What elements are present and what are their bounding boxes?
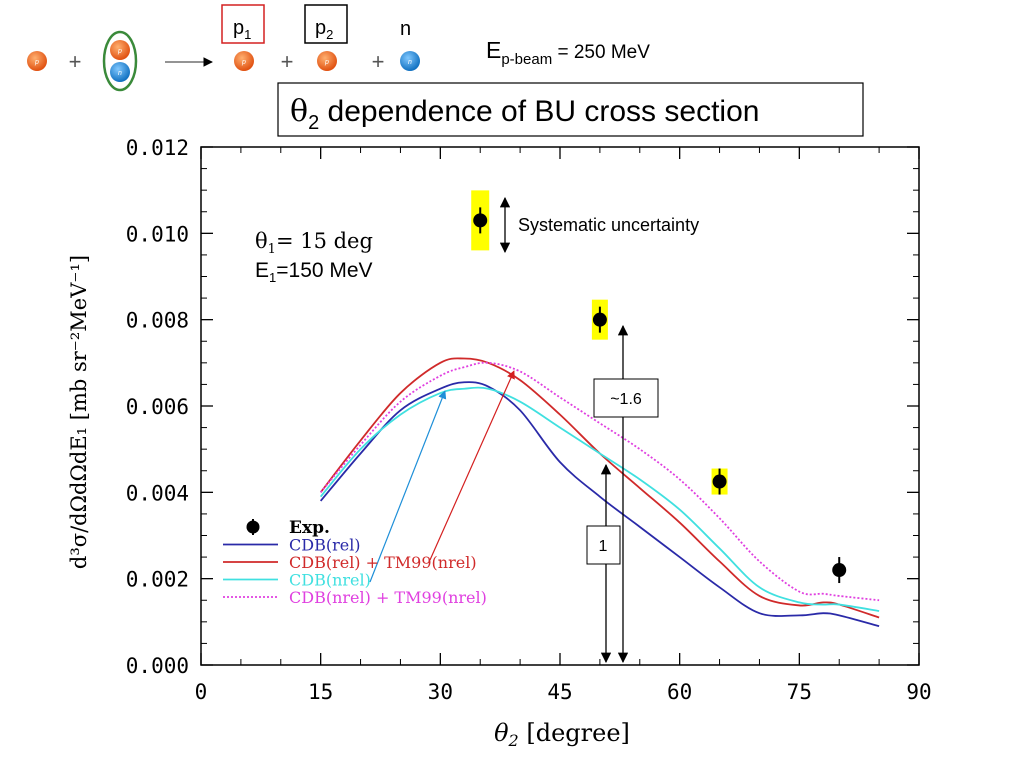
title-text: θ2 dependence of BU cross section: [290, 94, 759, 134]
p2-label-box: [304, 4, 348, 44]
series-line-cdb-rel: [319, 381, 880, 628]
x-tick-label: 60: [667, 680, 692, 704]
svg-text:p: p: [117, 48, 122, 55]
y-tick-label: 0.004: [126, 481, 189, 505]
data-point: [832, 563, 847, 578]
page-title: θ2 dependence of BU cross section: [277, 82, 864, 137]
ratio-box-small: [586, 525, 621, 565]
axis-ticks: [200, 146, 920, 666]
title-box: [277, 82, 864, 137]
theta1-annotation: θ1= 15 deg: [255, 229, 373, 257]
ratio-box-large: [593, 378, 659, 418]
svg-text:n: n: [118, 70, 122, 77]
data-point: [712, 474, 727, 489]
y-tick-label: 0.010: [126, 222, 189, 246]
y-axis-label: d³σ/dΩdΩdE₁ [mb sr⁻²MeV⁻¹]: [67, 255, 91, 569]
deuteron-ring: [102, 30, 138, 92]
p2-label: p2: [315, 17, 333, 42]
svg-text:p: p: [34, 59, 39, 66]
cross-section-chart: 0 15 30 45 60 75 90 0.0000.0020.0040.0060.0080…: [67, 136, 932, 750]
ratio-label-small: 1: [599, 538, 608, 555]
svg-text:n: n: [408, 59, 412, 66]
x-tick-label: 30: [428, 680, 453, 704]
reaction-diagram: p + p n p + p + n p1 p2 n: [27, 4, 420, 92]
series-line-cdb-nrel: [319, 386, 880, 612]
y-tick-label: 0.012: [126, 136, 189, 160]
plus-sign: +: [281, 49, 294, 74]
p1-label: p1: [233, 17, 251, 42]
proton-2: p: [317, 51, 337, 71]
x-axis-label: θ2 [degree]: [494, 719, 630, 750]
ratio-label-large: ~1.6: [610, 391, 642, 408]
legend-exp-label: Exp.: [289, 518, 330, 538]
neutron: n: [400, 51, 420, 71]
e1-annotation: E1=150 MeV: [255, 259, 373, 285]
y-tick-label: 0.008: [126, 309, 189, 333]
callout-arrow-tm99: [429, 370, 515, 561]
y-tick-label: 0.000: [126, 654, 189, 678]
systematic-label: Systematic uncertainty: [518, 215, 699, 235]
data-point: [592, 312, 607, 327]
proton-projectile: p: [27, 51, 47, 71]
svg-text:p: p: [241, 59, 246, 66]
theory-curves: [319, 357, 880, 628]
plus-sign: +: [372, 49, 385, 74]
beam-energy: Ep-beam = 250 MeV: [486, 37, 650, 68]
legend-label: CDB(nrel) + TM99(nrel): [289, 588, 487, 607]
x-tick-labels: 0 15 30 45 60 75 90: [195, 680, 932, 704]
plus-sign: +: [69, 49, 82, 74]
y-tick-label: 0.006: [126, 395, 189, 419]
x-tick-label: 0: [195, 680, 208, 704]
y-tick-label: 0.002: [126, 568, 189, 592]
deuteron-target: p n: [102, 30, 138, 92]
systematic-highlights: [471, 190, 728, 495]
series-line-cdb-nrel-tm99-nrel: [319, 361, 880, 602]
y-tick-labels: 0.000 0.002 0.004 0.006 0.008 0.010 0.012: [126, 136, 189, 678]
chart-legend: Exp.CDB(rel)CDB(rel) + TM99(nrel)CDB(nre…: [223, 518, 487, 607]
x-tick-label: 90: [906, 680, 931, 704]
svg-text:p: p: [324, 59, 329, 66]
proton-1: p: [234, 51, 254, 71]
x-tick-label: 45: [547, 680, 572, 704]
x-tick-label: 15: [308, 680, 333, 704]
p1-label-box: [221, 4, 265, 44]
x-tick-label: 75: [787, 680, 812, 704]
n-label: n: [400, 18, 411, 40]
legend-label: CDB(rel) + TM99(nrel): [289, 553, 477, 572]
data-point: [473, 213, 488, 228]
callout-arrow-cdb-nrel: [369, 390, 447, 583]
legend-label: CDB(rel): [289, 536, 361, 555]
legend-exp-marker: [246, 520, 260, 534]
legend-label: CDB(nrel): [289, 571, 371, 590]
experimental-points: [473, 207, 847, 584]
